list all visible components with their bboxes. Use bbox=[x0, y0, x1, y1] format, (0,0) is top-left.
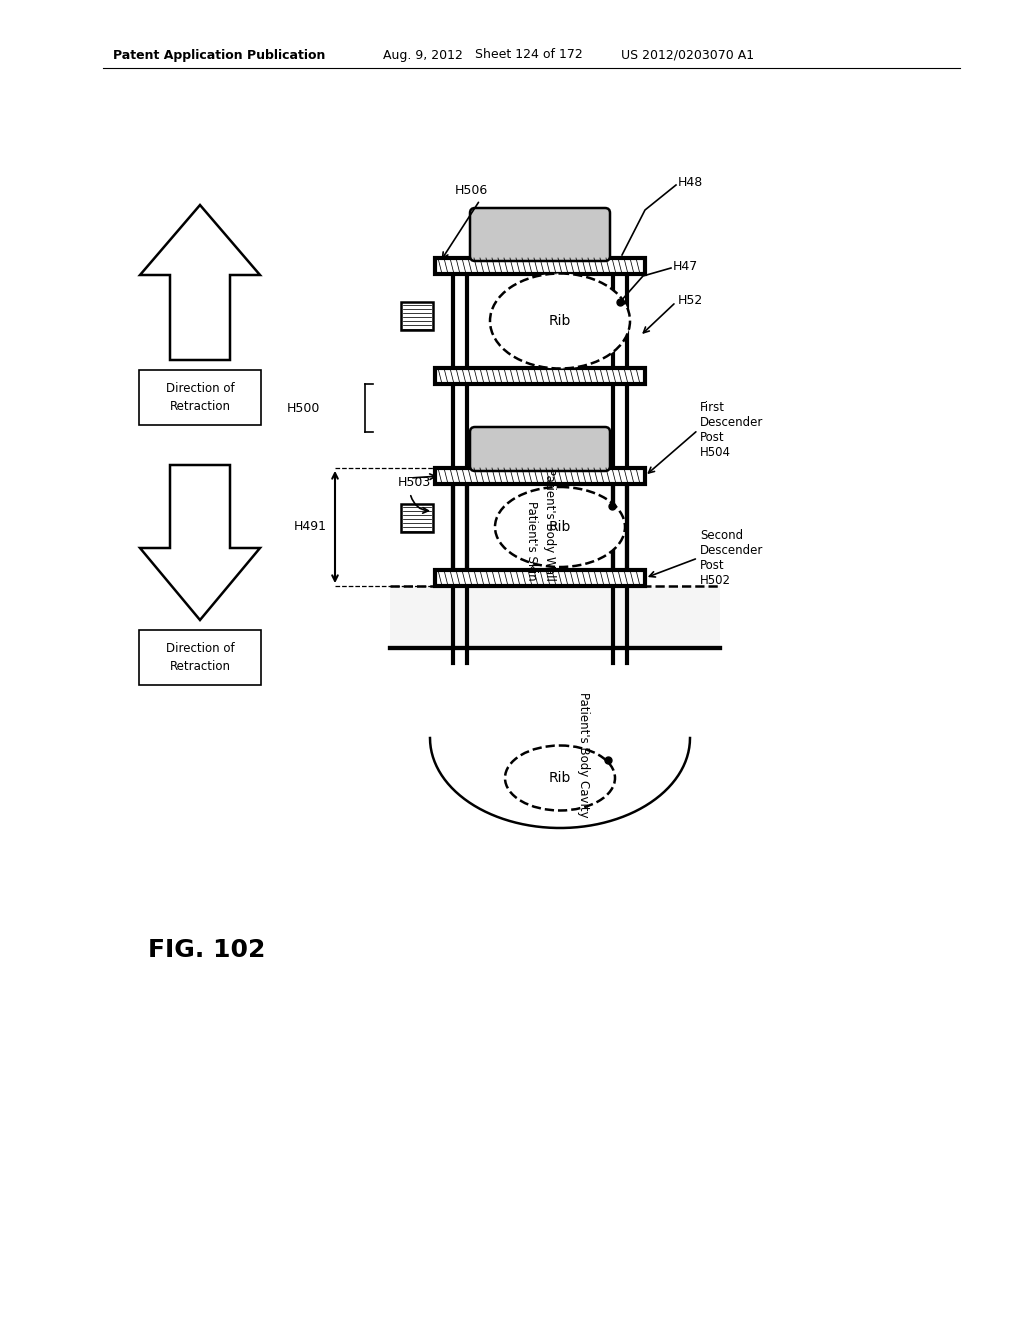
Text: H506: H506 bbox=[455, 183, 488, 197]
Text: First
Descender
Post
H504: First Descender Post H504 bbox=[700, 401, 763, 459]
Bar bbox=[139, 630, 261, 685]
Text: Aug. 9, 2012: Aug. 9, 2012 bbox=[383, 49, 463, 62]
Text: Retraction: Retraction bbox=[170, 400, 230, 412]
Text: H48: H48 bbox=[678, 177, 703, 190]
Text: Direction of: Direction of bbox=[166, 642, 234, 655]
Text: H52: H52 bbox=[678, 293, 703, 306]
Text: Patient's Skin: Patient's Skin bbox=[525, 502, 538, 581]
Text: H503: H503 bbox=[398, 477, 431, 490]
Ellipse shape bbox=[490, 273, 630, 368]
Ellipse shape bbox=[495, 487, 625, 568]
Text: Direction of: Direction of bbox=[166, 381, 234, 395]
Polygon shape bbox=[140, 205, 260, 360]
Text: Rib: Rib bbox=[549, 771, 571, 785]
PathPatch shape bbox=[390, 586, 720, 648]
Bar bbox=[401, 504, 433, 532]
Text: H500: H500 bbox=[287, 401, 319, 414]
Text: FIG. 102: FIG. 102 bbox=[148, 939, 265, 962]
FancyBboxPatch shape bbox=[470, 209, 610, 261]
Text: Second
Descender
Post
H502: Second Descender Post H502 bbox=[700, 529, 763, 587]
Text: Retraction: Retraction bbox=[170, 660, 230, 672]
Text: Rib: Rib bbox=[549, 520, 571, 535]
FancyBboxPatch shape bbox=[470, 426, 610, 471]
Text: Patent Application Publication: Patent Application Publication bbox=[113, 49, 326, 62]
Polygon shape bbox=[140, 465, 260, 620]
Bar bbox=[435, 570, 645, 586]
Ellipse shape bbox=[505, 746, 615, 810]
Bar bbox=[139, 370, 261, 425]
Text: H491: H491 bbox=[294, 520, 327, 533]
Text: Patient's Body Wall: Patient's Body Wall bbox=[543, 469, 556, 581]
Text: Patient's Body Cavity: Patient's Body Cavity bbox=[577, 693, 590, 818]
Text: Sheet 124 of 172: Sheet 124 of 172 bbox=[475, 49, 583, 62]
Text: US 2012/0203070 A1: US 2012/0203070 A1 bbox=[621, 49, 754, 62]
Text: Rib: Rib bbox=[549, 314, 571, 327]
Bar bbox=[435, 469, 645, 484]
Text: H47: H47 bbox=[673, 260, 698, 272]
Bar bbox=[435, 368, 645, 384]
Bar bbox=[401, 302, 433, 330]
Bar bbox=[435, 257, 645, 275]
